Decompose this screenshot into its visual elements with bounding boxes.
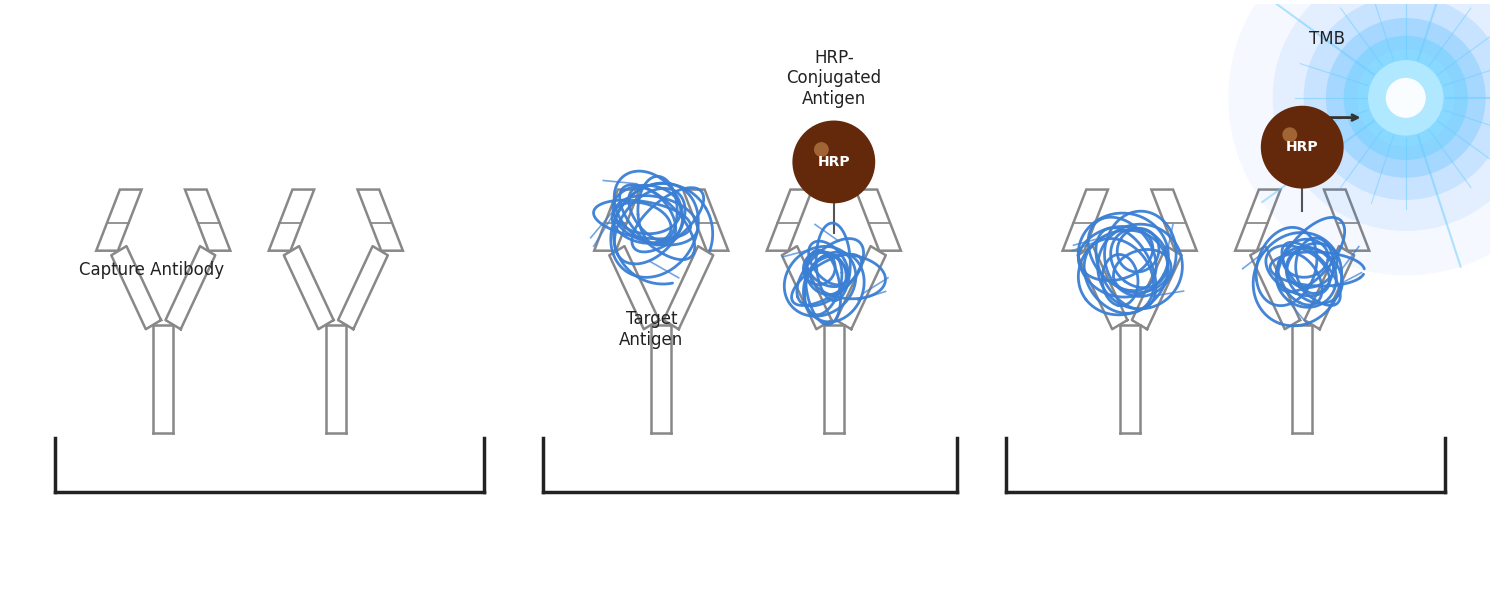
Circle shape (1281, 125, 1311, 156)
Circle shape (1264, 109, 1338, 184)
Circle shape (798, 126, 867, 195)
Circle shape (798, 127, 865, 193)
Circle shape (1358, 49, 1455, 146)
Circle shape (1290, 135, 1296, 140)
Circle shape (1286, 131, 1302, 147)
Circle shape (1263, 108, 1340, 185)
Circle shape (1280, 124, 1312, 158)
Circle shape (804, 132, 856, 184)
Circle shape (1282, 127, 1308, 152)
Circle shape (795, 124, 870, 198)
Circle shape (1270, 116, 1326, 172)
Text: Capture Antibody: Capture Antibody (80, 262, 225, 280)
Circle shape (822, 149, 827, 155)
Circle shape (806, 133, 855, 182)
Circle shape (808, 137, 847, 176)
Circle shape (816, 145, 836, 164)
Circle shape (1272, 117, 1324, 170)
Circle shape (801, 130, 859, 188)
Circle shape (1275, 119, 1322, 166)
Circle shape (815, 142, 830, 157)
Circle shape (1326, 18, 1485, 178)
Circle shape (815, 143, 837, 166)
Circle shape (792, 121, 874, 203)
Circle shape (1262, 107, 1342, 187)
Circle shape (795, 122, 871, 200)
Circle shape (819, 148, 831, 158)
Text: Target
Antigen: Target Antigen (620, 310, 684, 349)
Circle shape (800, 128, 862, 191)
Circle shape (1266, 111, 1335, 180)
Circle shape (1274, 118, 1323, 168)
Circle shape (1284, 130, 1304, 149)
Circle shape (802, 131, 858, 186)
Circle shape (1264, 110, 1336, 182)
Circle shape (821, 148, 828, 157)
Circle shape (1281, 127, 1310, 154)
Circle shape (812, 140, 843, 170)
Text: TMB: TMB (1310, 29, 1346, 47)
Circle shape (1278, 124, 1314, 159)
Text: HRP: HRP (818, 155, 850, 169)
Circle shape (1288, 134, 1298, 142)
Circle shape (1368, 60, 1443, 136)
Circle shape (806, 134, 853, 181)
Circle shape (812, 139, 844, 172)
Circle shape (1292, 136, 1293, 139)
Circle shape (807, 135, 850, 179)
Text: HRP: HRP (1286, 140, 1318, 154)
Circle shape (1268, 112, 1334, 178)
Circle shape (815, 142, 839, 167)
Circle shape (1284, 128, 1305, 151)
Circle shape (1268, 113, 1332, 176)
Circle shape (810, 138, 846, 174)
Circle shape (1287, 133, 1299, 144)
Circle shape (808, 136, 849, 178)
Circle shape (1276, 121, 1318, 163)
Circle shape (1282, 127, 1298, 142)
Circle shape (818, 145, 834, 162)
Circle shape (1278, 122, 1316, 161)
Circle shape (1262, 106, 1344, 188)
Circle shape (1287, 131, 1300, 145)
Circle shape (794, 122, 873, 202)
Circle shape (796, 125, 868, 196)
Circle shape (1275, 120, 1320, 164)
Circle shape (822, 151, 825, 154)
Circle shape (1272, 0, 1500, 231)
Circle shape (1269, 114, 1330, 175)
Circle shape (1386, 78, 1425, 118)
Circle shape (819, 146, 833, 160)
Circle shape (1344, 36, 1468, 160)
Circle shape (1270, 115, 1328, 173)
Text: HRP-
Conjugated
Antigen: HRP- Conjugated Antigen (786, 49, 882, 108)
Circle shape (1304, 0, 1500, 200)
Circle shape (801, 129, 861, 190)
Circle shape (813, 141, 840, 169)
